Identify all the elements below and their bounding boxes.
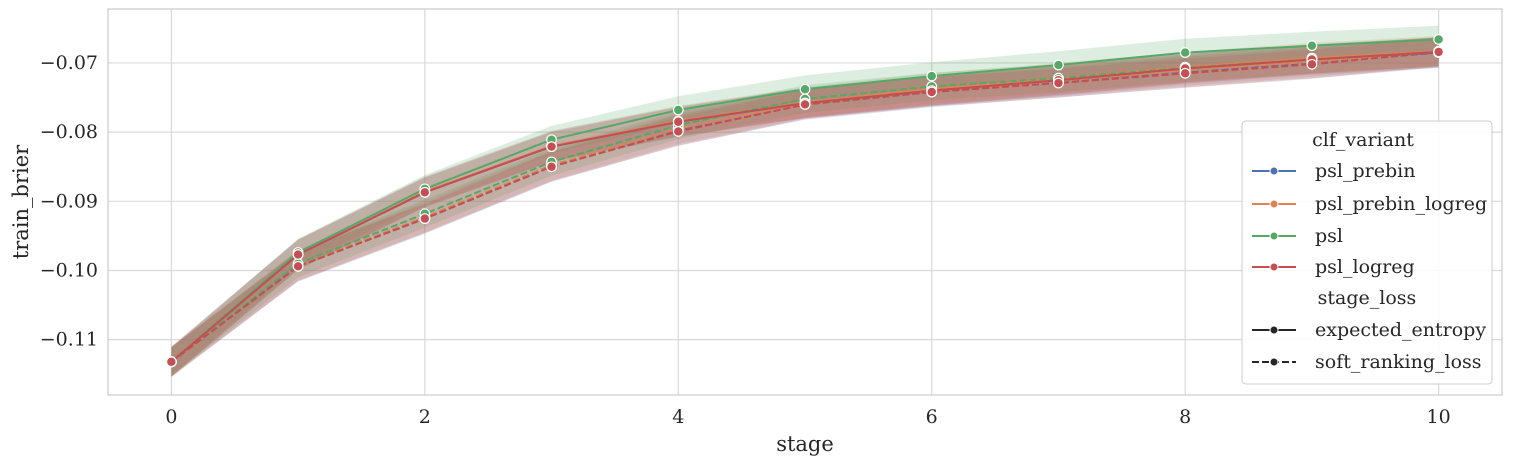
- point-psl-logreg-soft-ranking-loss: [546, 161, 557, 173]
- x-tick-label: 4: [672, 406, 684, 428]
- point-psl-logreg-soft-ranking-loss: [419, 213, 431, 225]
- point-psl-logreg-soft-ranking-loss: [1306, 58, 1318, 70]
- point-psl-logreg-soft-ranking-loss: [1433, 46, 1445, 58]
- point-psl-logreg-soft-ranking-loss: [1179, 67, 1191, 79]
- legend-label-psl-logreg: psl_logreg: [1315, 256, 1415, 278]
- y-tick-label: −0.10: [40, 259, 98, 281]
- point-psl-expected-entropy: [672, 104, 684, 116]
- legend-marker-psl: [1269, 231, 1279, 241]
- point-psl-logreg-soft-ranking-loss: [165, 356, 177, 368]
- x-tick-label: 0: [165, 406, 177, 428]
- legend-box: [1241, 120, 1493, 385]
- legend-label-soft-ranking-loss: soft_ranking_loss: [1315, 351, 1482, 373]
- legend-marker-psl-prebin: [1269, 166, 1279, 176]
- y-tick-label: −0.09: [40, 190, 98, 212]
- point-psl-expected-entropy: [1179, 47, 1191, 58]
- series-markers: [165, 34, 1445, 368]
- legend-label-psl-prebin-logreg: psl_prebin_logreg: [1315, 193, 1487, 215]
- point-psl-logreg-expected-entropy: [546, 141, 557, 153]
- legend-label-psl: psl: [1315, 225, 1343, 247]
- point-psl-logreg-soft-ranking-loss: [292, 260, 304, 272]
- legend-style-title: stage_loss: [1318, 287, 1417, 309]
- point-psl-logreg-soft-ranking-loss: [1053, 77, 1064, 89]
- x-tick-label: 2: [419, 406, 431, 428]
- x-axis-label: stage: [776, 432, 834, 456]
- point-psl-logreg-expected-entropy: [419, 186, 431, 198]
- x-tick-label: 6: [926, 406, 938, 428]
- x-tick-label: 10: [1427, 406, 1451, 428]
- y-tick-label: −0.08: [40, 121, 98, 143]
- legend-marker-expected-entropy: [1269, 325, 1279, 335]
- legend-marker-psl-logreg: [1269, 262, 1279, 272]
- legend: clf_variant psl_prebin psl_prebin_logreg…: [1241, 120, 1493, 385]
- legend-marker-soft-ranking-loss: [1269, 357, 1279, 367]
- x-tick-labels: 0 2 4 6 8 10: [165, 406, 1450, 428]
- point-psl-expected-entropy: [1053, 59, 1064, 71]
- y-tick-label: −0.07: [40, 52, 98, 74]
- point-psl-expected-entropy: [1433, 34, 1445, 45]
- point-psl-logreg-soft-ranking-loss: [926, 86, 938, 98]
- point-psl-expected-entropy: [799, 83, 811, 95]
- legend-hue-title: clf_variant: [1312, 129, 1414, 151]
- legend-marker-psl-prebin-logreg: [1269, 199, 1279, 209]
- y-tick-labels: −0.11 −0.10 −0.09 −0.08 −0.07: [40, 52, 98, 351]
- point-psl-logreg-expected-entropy: [672, 116, 684, 128]
- plot-frame: [107, 8, 1503, 396]
- y-tick-label: −0.11: [40, 329, 98, 351]
- x-tick-label: 8: [1179, 406, 1191, 428]
- point-psl-expected-entropy: [926, 70, 938, 82]
- point-psl-logreg-soft-ranking-loss: [672, 126, 684, 137]
- point-psl-logreg-expected-entropy: [292, 249, 304, 260]
- legend-label-psl-prebin: psl_prebin: [1315, 160, 1415, 182]
- point-psl-logreg-soft-ranking-loss: [799, 99, 811, 110]
- point-psl-expected-entropy: [1306, 40, 1318, 52]
- y-axis-label: train_brier: [9, 144, 33, 259]
- legend-label-expected-entropy: expected_entropy: [1315, 319, 1486, 341]
